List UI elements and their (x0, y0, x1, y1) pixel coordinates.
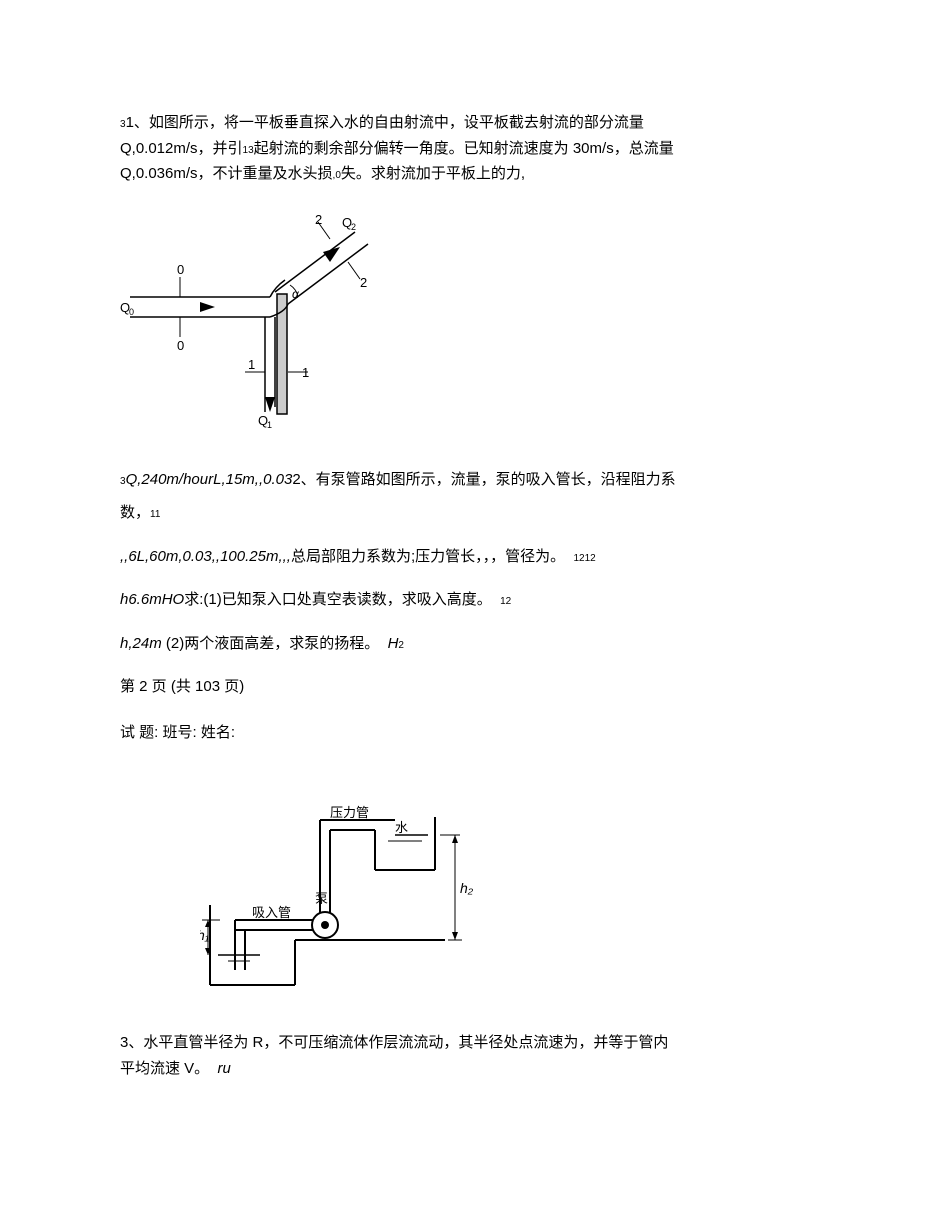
q2-l4-text: 求:(1)已知泵入口处真空表读数，求吸入高度。 (184, 591, 492, 608)
label-suction-pipe: 吸入管 (252, 905, 291, 920)
q2-l1-italic: Q,240m/hourL,15m,,0.03 (126, 471, 293, 488)
q2-l4-sub: 12 (500, 596, 511, 607)
q2-l5-text: (2)两个液面高差，求泵的扬程。 (166, 635, 379, 652)
svg-text:0: 0 (129, 307, 134, 317)
q2-l3-sub: 1212 (573, 553, 595, 564)
label-pressure-pipe: 压力管 (330, 805, 369, 820)
q1-line1: 1、如图所示，将一平板垂直探入水的自由射流中，设平板截去射流的部分流量 (126, 114, 644, 131)
page-counter: 第 2 页 (共 103 页) (120, 674, 830, 700)
diagram1-container: Q 0 0 0 1 1 Q 1 2 2 Q 2 α (120, 212, 830, 432)
svg-text:0: 0 (177, 338, 184, 353)
q3-line2: 平均流速 V。 (120, 1060, 209, 1077)
q2-line1: 3Q,240m/hourL,15m,,0.032、有泵管路如图所示，流量，泵的吸… (120, 467, 830, 493)
label-pump: 泵 (315, 891, 328, 906)
q2-l3-text: 总局部阻力系数为;压力管长，，，管径为。 (291, 548, 565, 565)
q3-line2-italic: ru (218, 1060, 231, 1077)
q1-text: 31、如图所示，将一平板垂直探入水的自由射流中，设平板截去射流的部分流量 Q,0… (120, 110, 830, 187)
svg-text:2: 2 (360, 275, 367, 290)
diagram2-svg: 压力管 水 泵 吸入管 h₁ h₂ (200, 775, 480, 995)
label-water: 水 (395, 820, 408, 835)
q3-text: 3、水平直管半径为 R，不可压缩流体作层流流动，其半径处点流速为，并等于管内 平… (120, 1030, 830, 1081)
q2-line4: h6.6mHO求:(1)已知泵入口处真空表读数，求吸入高度。 12 (120, 587, 830, 613)
q1-line2a: Q,0.012m/s，并引 (120, 140, 243, 157)
svg-text:1: 1 (302, 365, 309, 380)
svg-text:0: 0 (177, 262, 184, 277)
q2-l5-italic: h,24m (120, 635, 162, 652)
label-h1: h₁ (200, 927, 210, 943)
q2-l5-sub: 2 (398, 640, 404, 651)
exam-header: 试 题: 班号: 姓名: (120, 720, 830, 746)
q2-line3: ,,6L,60m,0.03,,100.25m,,,总局部阻力系数为;压力管长，，… (120, 544, 830, 570)
svg-text:1: 1 (248, 357, 255, 372)
svg-text:2: 2 (315, 212, 322, 227)
diagram1-svg: Q 0 0 0 1 1 Q 1 2 2 Q 2 α (120, 212, 390, 432)
q1-line3b: 失。求射流加于平板上的力, (341, 165, 525, 182)
q2-l4-italic: h6.6mHO (120, 591, 184, 608)
q1-line3: Q,0.036m/s，不计重量及水头损 (120, 165, 333, 182)
svg-text:α: α (292, 287, 300, 301)
q2-l2-sub: 11 (150, 509, 160, 520)
q3-line1: 3、水平直管半径为 R，不可压缩流体作层流流动，其半径处点流速为，并等于管内 (120, 1034, 668, 1051)
q2-line2: 数，11 (120, 500, 830, 526)
svg-text:2: 2 (351, 222, 356, 232)
q1-line2-sub: 13 (243, 145, 254, 156)
q1-line2b: 起射流的剩余部分偏转一角度。已知射流速度为 30m/s，总流量 (254, 140, 674, 157)
svg-text:1: 1 (267, 420, 272, 430)
q2-l1-text: 2、有泵管路如图所示，流量，泵的吸入管长，沿程阻力系 (292, 471, 675, 488)
q2-line5: h,24m (2)两个液面高差，求泵的扬程。 H2 (120, 631, 830, 657)
q2-l5-italic2: H (388, 635, 399, 652)
q2-l2: 数， (120, 504, 150, 521)
label-h2: h₂ (460, 880, 474, 896)
diagram2-container: 压力管 水 泵 吸入管 h₁ h₂ (120, 775, 830, 995)
q2-l3-italic: ,,6L,60m,0.03,,100.25m,,, (120, 548, 291, 565)
q1-line3-sub: ,0 (333, 170, 341, 181)
